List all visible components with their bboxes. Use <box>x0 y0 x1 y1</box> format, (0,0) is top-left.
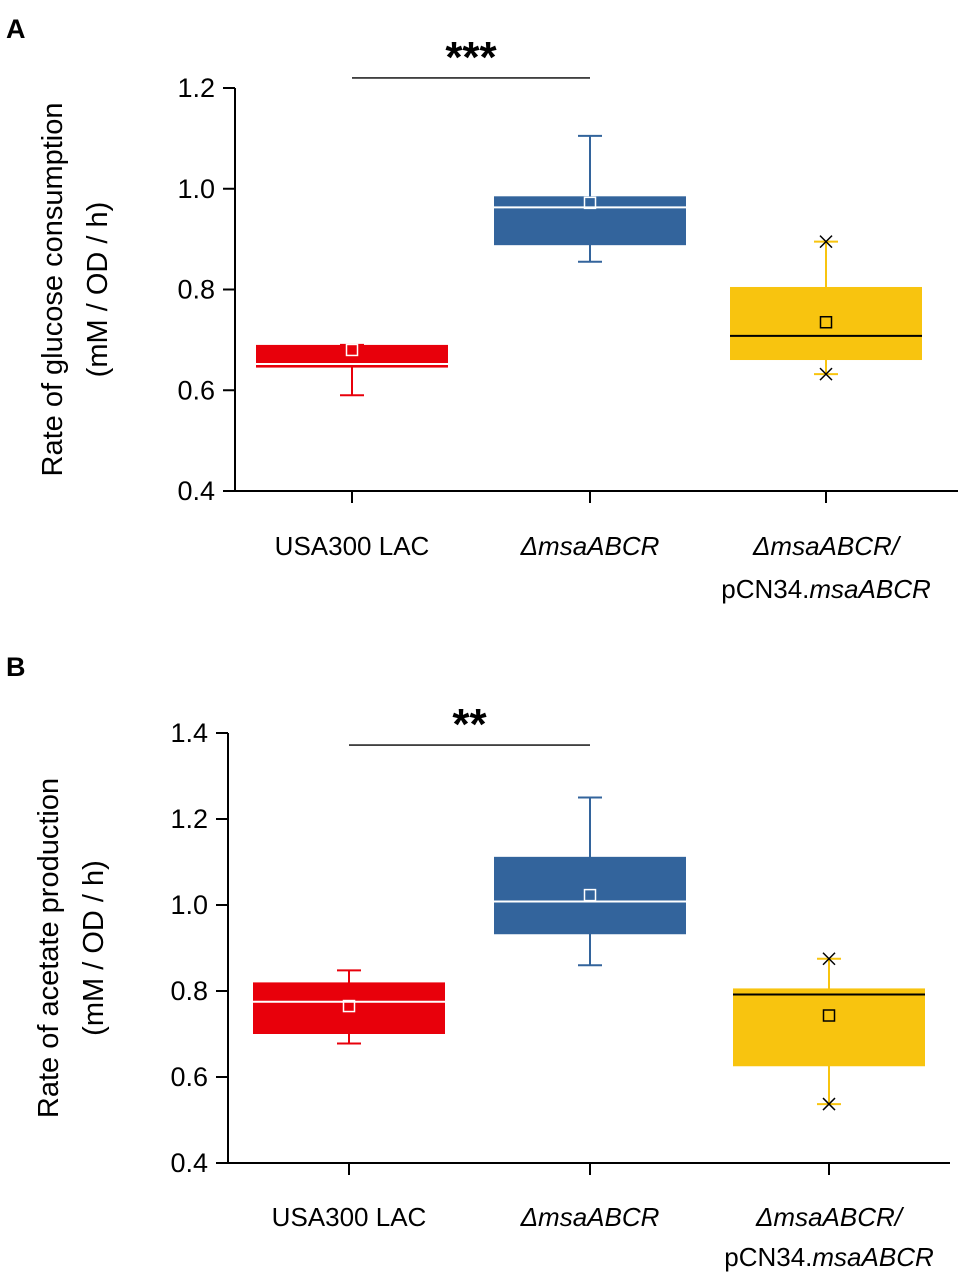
panel-letter: B <box>6 652 26 682</box>
x-category-label: ΔmsaABCR/ <box>755 1202 905 1232</box>
x-category-label: USA300 LAC <box>275 531 430 561</box>
y-axis-title: Rate of glucose consumption <box>37 103 69 477</box>
y-tick-label: 0.4 <box>170 1148 208 1178</box>
y-tick-label: 0.4 <box>177 476 215 506</box>
panel-a: A 0.4 0.6 0.8 1.0 1.2 Rate of glucose consumpt… <box>6 14 958 604</box>
min-max-marker-stroke <box>819 235 833 249</box>
mean-marker <box>345 343 359 357</box>
significance-label: *** <box>445 33 497 82</box>
min-marker <box>822 1097 836 1111</box>
y-tick-label: 0.8 <box>170 976 208 1006</box>
y-tick-label: 1.0 <box>177 174 215 204</box>
mean-marker <box>583 888 597 902</box>
y-tick-label: 1.2 <box>177 73 215 103</box>
y-tick-label: 1.0 <box>170 890 208 920</box>
box-1 <box>256 343 448 397</box>
x-category-label-suffix: msaABCR <box>812 1242 933 1272</box>
x-category-label: ΔmsaABCR/ <box>752 531 902 561</box>
box-body <box>730 286 922 361</box>
mean-marker <box>583 196 597 210</box>
y-tick-label: 0.8 <box>177 275 215 305</box>
x-category-label: ΔmsaABCR <box>520 1202 660 1232</box>
x-category-label-prefix: pCN34. <box>721 574 809 604</box>
y-tick-label: 0.6 <box>177 375 215 405</box>
box-2 <box>494 796 686 967</box>
panel-letter: A <box>6 14 26 44</box>
x-category-label-suffix: msaABCR <box>809 574 930 604</box>
min-max-marker-stroke <box>819 367 833 381</box>
mean-marker <box>342 999 356 1013</box>
box-body <box>494 196 686 246</box>
box-body <box>253 982 445 1034</box>
mean-marker <box>819 315 833 329</box>
max-marker <box>822 952 836 966</box>
x-category-label-line2: pCN34.msaABCR <box>724 1242 934 1272</box>
y-axis-title: Rate of acetate production <box>33 778 65 1118</box>
min-max-marker-stroke <box>822 1097 836 1111</box>
y-tick-label: 0.6 <box>170 1062 208 1092</box>
x-category-label-line2: pCN34.msaABCR <box>721 574 931 604</box>
x-category-label-prefix: pCN34. <box>724 1242 812 1272</box>
x-category-label: USA300 LAC <box>272 1202 427 1232</box>
box-3 <box>733 952 925 1111</box>
y-tick-label: 1.2 <box>170 804 208 834</box>
mean-marker <box>822 1009 836 1022</box>
panel-b: B 0.4 0.6 0.8 1.0 1.2 1.4 Rate of acetate produ… <box>6 652 950 1272</box>
y-tick-label: 1.4 <box>170 718 208 748</box>
y-axis-subtitle: (mM / OD / h) <box>82 202 114 378</box>
box-body <box>494 856 686 935</box>
x-category-label: ΔmsaABCR <box>520 531 660 561</box>
significance-label: ** <box>452 700 487 749</box>
max-marker <box>819 235 833 249</box>
box-2 <box>494 134 686 263</box>
box-body <box>733 988 925 1067</box>
box-body <box>256 344 448 368</box>
box-3 <box>730 235 922 381</box>
min-marker <box>819 367 833 381</box>
box-1 <box>253 969 445 1045</box>
y-axis-subtitle: (mM / OD / h) <box>78 860 110 1036</box>
min-max-marker-stroke <box>822 952 836 966</box>
